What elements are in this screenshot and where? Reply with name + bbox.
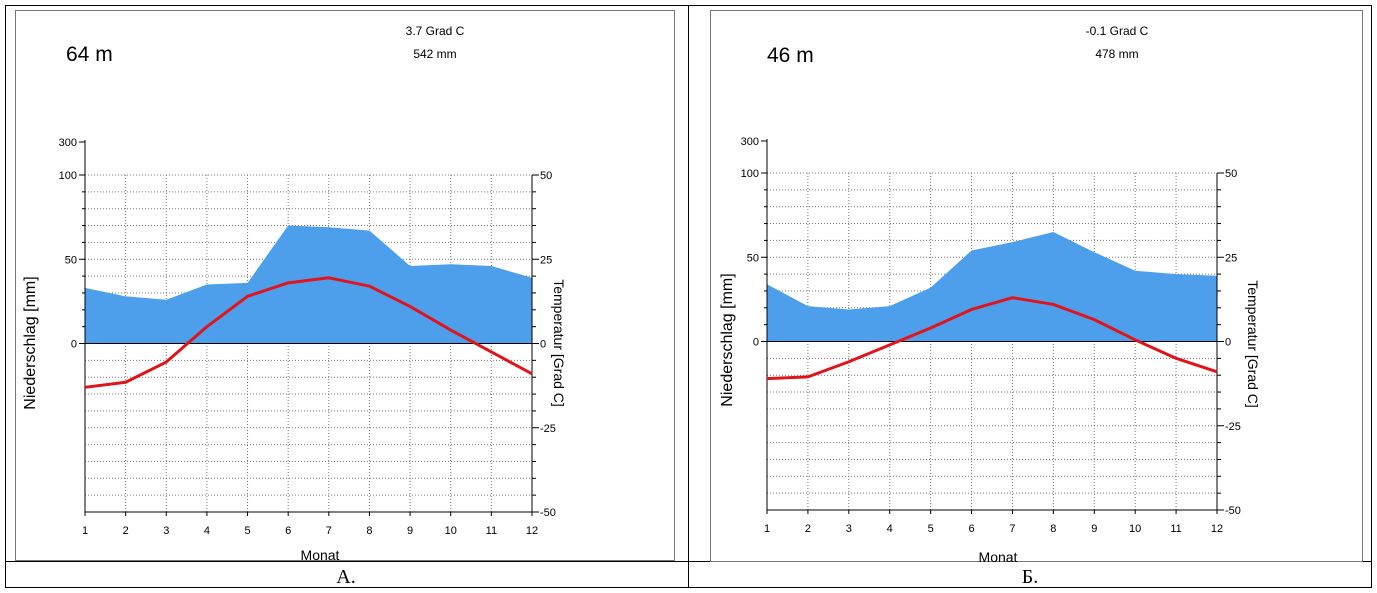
chart-b-x-tick-label: 1 <box>764 523 770 535</box>
chart-b-x-tick-label: 2 <box>805 523 811 535</box>
chart-b-right-tick-label: 25 <box>1225 252 1237 264</box>
chart-b-left-tick-label: 0 <box>753 337 759 349</box>
chart-b-x-tick-label: 4 <box>887 523 893 535</box>
chart-b-x-tick-label: 10 <box>1129 523 1141 535</box>
chart-a-x-tick-label: 4 <box>204 525 210 537</box>
chart-b-x-tick-label: 7 <box>1009 523 1015 535</box>
chart-b-x-tick-label: 8 <box>1050 523 1056 535</box>
chart-b-x-tick-label: 12 <box>1211 523 1223 535</box>
chart-b-elevation: 46 m <box>767 44 814 67</box>
chart-b-annual-precipitation: 478 mm <box>1095 47 1138 61</box>
chart-b-x-tick-label: 9 <box>1091 523 1097 535</box>
climate-chart-b: 46 m -0.1 Grad C 478 mm 50250-25-5030010… <box>710 10 1363 565</box>
caption-a: A. <box>336 566 355 588</box>
chart-a-right-tick-label: -50 <box>540 507 556 519</box>
chart-a-left-tick-label: 100 <box>59 170 77 182</box>
chart-a-x-tick-label: 7 <box>326 525 332 537</box>
chart-a-x-tick-label: 8 <box>366 525 372 537</box>
chart-b-right-tick-label: -50 <box>1225 505 1241 517</box>
chart-a-x-tick-label: 1 <box>82 525 88 537</box>
chart-a-x-tick-label: 3 <box>163 525 169 537</box>
chart-a-left-axis-title: Niederschlag [mm] <box>22 276 39 409</box>
chart-b-x-axis-title: Monat <box>979 549 1018 565</box>
chart-a-annual-temperature: 3.7 Grad C <box>406 24 465 38</box>
chart-b-x-tick-label: 5 <box>928 523 934 535</box>
figure-canvas: 64 m 3.7 Grad C 542 mm 50250-25-50300100… <box>5 5 1372 588</box>
chart-b-temperature-line <box>766 296 1218 381</box>
chart-a-x-tick-label: 12 <box>526 525 538 537</box>
chart-a-temperature-line <box>84 276 533 389</box>
chart-a-left-tick-label: 300 <box>59 137 77 149</box>
chart-b-precipitation-area <box>767 231 1217 342</box>
chart-b-right-tick-label: 0 <box>1225 337 1231 349</box>
chart-a-left-tick-label: 50 <box>65 254 77 266</box>
chart-a-x-axis-title: Monat <box>301 547 340 563</box>
chart-a-x-tick-label: 2 <box>123 525 129 537</box>
chart-a-right-tick-label: 25 <box>540 254 552 266</box>
chart-b-right-axis-title: Temperatur [Grad C] <box>1245 280 1261 408</box>
chart-b-x-tick-label: 6 <box>968 523 974 535</box>
figure-table: 64 m 3.7 Grad C 542 mm 50 25 0 -25 -50 300 100… <box>5 5 1372 588</box>
chart-b-left-axis-title: Niederschlag [mm] <box>719 273 736 406</box>
chart-b-left-tick-label: 100 <box>741 168 759 180</box>
chart-a-x-tick-label: 5 <box>244 525 250 537</box>
chart-a-x-tick-label: 10 <box>445 525 457 537</box>
chart-a-right-tick-label: 0 <box>540 339 546 351</box>
chart-a-annual-precipitation: 542 mm <box>413 47 456 61</box>
chart-a-elevation: 64 m <box>66 43 113 66</box>
climate-chart-a: 64 m 3.7 Grad C 542 mm 50250-25-50300100… <box>15 10 675 563</box>
chart-a-right-tick-label: 50 <box>540 170 552 182</box>
chart-b-right-tick-label: -25 <box>1225 421 1241 433</box>
chart-a-x-tick-label: 9 <box>407 525 413 537</box>
chart-b-left-tick-label: 300 <box>741 136 759 148</box>
chart-a-x-tick-label: 11 <box>486 525 497 537</box>
chart-a-x-tick-label: 6 <box>285 525 291 537</box>
chart-b-x-tick-label: 3 <box>846 523 852 535</box>
chart-a-right-tick-label: -25 <box>540 423 556 435</box>
chart-b-left-tick-label: 50 <box>747 252 759 264</box>
chart-b-right-tick-label: 50 <box>1225 168 1237 180</box>
chart-b-annual-temperature: -0.1 Grad C <box>1086 24 1149 38</box>
chart-b-x-tick-label: 11 <box>1170 523 1181 535</box>
caption-b: Б. <box>1022 566 1038 588</box>
chart-a-right-axis-title: Temperatur [Grad C] <box>551 279 567 407</box>
chart-a-left-tick-label: 0 <box>71 339 77 351</box>
